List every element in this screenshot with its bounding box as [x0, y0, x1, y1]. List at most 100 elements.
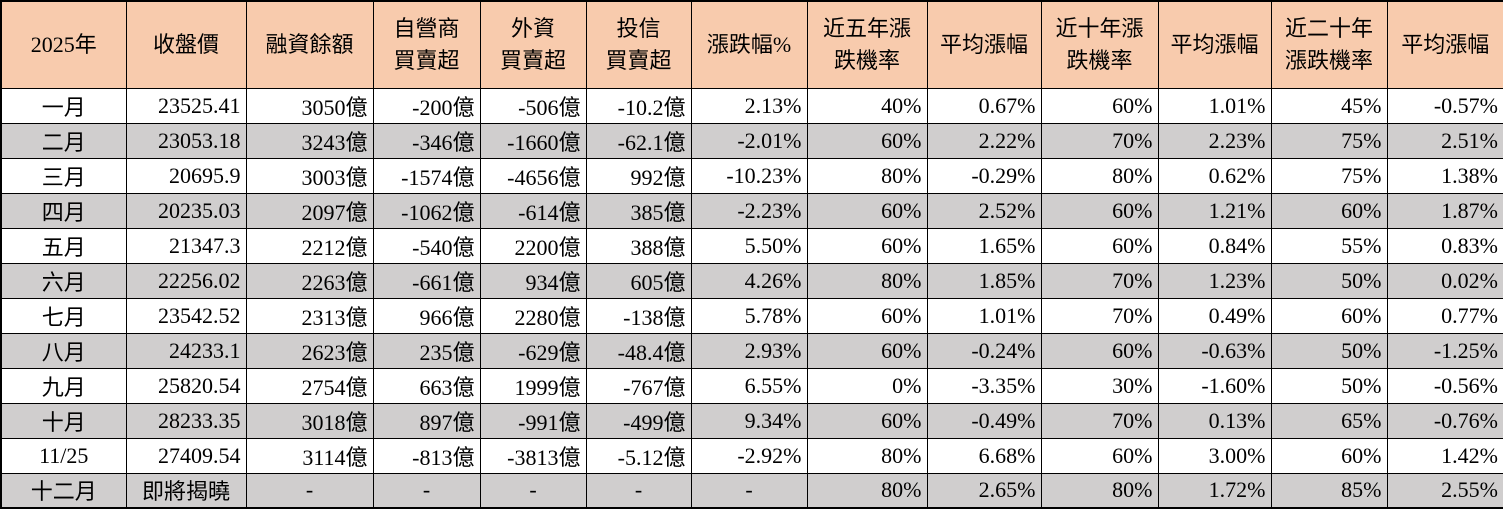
value-cell: 2.55% — [1387, 473, 1503, 508]
value-cell: 30% — [1041, 368, 1158, 403]
value-cell: 25820.54 — [126, 368, 246, 403]
value-cell: -506億 — [480, 88, 586, 123]
value-cell: 966億 — [373, 298, 480, 333]
value-cell: 992億 — [586, 158, 691, 193]
month-cell: 十月 — [1, 403, 126, 438]
value-cell: 22256.02 — [126, 263, 246, 298]
value-cell: -0.24% — [927, 333, 1041, 368]
value-cell: 0.02% — [1387, 263, 1503, 298]
value-cell: 70% — [1041, 123, 1158, 158]
value-cell: -767億 — [586, 368, 691, 403]
month-cell: 九月 — [1, 368, 126, 403]
column-header: 投信買賣超 — [586, 1, 691, 88]
value-cell: 80% — [807, 438, 927, 473]
value-cell: -3813億 — [480, 438, 586, 473]
value-cell: 235億 — [373, 333, 480, 368]
value-cell: 1.72% — [1158, 473, 1271, 508]
value-cell: 1999億 — [480, 368, 586, 403]
value-cell: 40% — [807, 88, 927, 123]
table-row: 十二月即將揭曉-----80%2.65%80%1.72%85%2.55% — [1, 473, 1503, 508]
value-cell: 60% — [807, 298, 927, 333]
value-cell: 2.22% — [927, 123, 1041, 158]
value-cell: 2754億 — [246, 368, 373, 403]
value-cell: 2263億 — [246, 263, 373, 298]
value-cell: 2.93% — [691, 333, 807, 368]
value-cell: 0.67% — [927, 88, 1041, 123]
value-cell: -62.1億 — [586, 123, 691, 158]
value-cell: 70% — [1041, 263, 1158, 298]
column-header-line: 投信 — [587, 13, 691, 45]
value-cell: 1.65% — [927, 228, 1041, 263]
value-cell: 1.42% — [1387, 438, 1503, 473]
month-cell: 七月 — [1, 298, 126, 333]
value-cell: 3114億 — [246, 438, 373, 473]
value-cell: - — [691, 473, 807, 508]
value-cell: 1.21% — [1158, 193, 1271, 228]
value-cell: 60% — [1041, 193, 1158, 228]
column-header: 平均漲幅 — [1387, 1, 1503, 88]
column-header-line: 融資餘額 — [247, 29, 373, 61]
value-cell: -614億 — [480, 193, 586, 228]
value-cell: 75% — [1271, 123, 1387, 158]
column-header-line: 平均漲幅 — [1388, 29, 1503, 61]
value-cell: 80% — [807, 158, 927, 193]
column-header: 平均漲幅 — [1158, 1, 1271, 88]
value-cell: 50% — [1271, 263, 1387, 298]
column-header: 2025年 — [1, 1, 126, 88]
month-cell: 11/25 — [1, 438, 126, 473]
column-header: 近五年漲跌機率 — [807, 1, 927, 88]
value-cell: 2.65% — [927, 473, 1041, 508]
column-header: 收盤價 — [126, 1, 246, 88]
month-cell: 十二月 — [1, 473, 126, 508]
value-cell: -991億 — [480, 403, 586, 438]
value-cell: -10.23% — [691, 158, 807, 193]
value-cell: -2.01% — [691, 123, 807, 158]
value-cell: -2.92% — [691, 438, 807, 473]
value-cell: 60% — [1041, 88, 1158, 123]
value-cell: 2.52% — [927, 193, 1041, 228]
value-cell: 75% — [1271, 158, 1387, 193]
value-cell: -1062億 — [373, 193, 480, 228]
month-cell: 三月 — [1, 158, 126, 193]
value-cell: 60% — [807, 403, 927, 438]
value-cell: 385億 — [586, 193, 691, 228]
value-cell: 70% — [1041, 298, 1158, 333]
value-cell: 3003億 — [246, 158, 373, 193]
value-cell: 3050億 — [246, 88, 373, 123]
month-cell: 四月 — [1, 193, 126, 228]
value-cell: 663億 — [373, 368, 480, 403]
value-cell: 24233.1 — [126, 333, 246, 368]
value-cell: -5.12億 — [586, 438, 691, 473]
value-cell: 2200億 — [480, 228, 586, 263]
value-cell: -1.60% — [1158, 368, 1271, 403]
value-cell: -200億 — [373, 88, 480, 123]
column-header-line: 外資 — [481, 13, 586, 45]
value-cell: 0.84% — [1158, 228, 1271, 263]
value-cell: - — [480, 473, 586, 508]
value-cell: 0% — [807, 368, 927, 403]
value-cell: -661億 — [373, 263, 480, 298]
value-cell: -1574億 — [373, 158, 480, 193]
value-cell: -1660億 — [480, 123, 586, 158]
value-cell: 934億 — [480, 263, 586, 298]
value-cell: - — [373, 473, 480, 508]
value-cell: 60% — [807, 333, 927, 368]
value-cell: 0.49% — [1158, 298, 1271, 333]
value-cell: 4.26% — [691, 263, 807, 298]
value-cell: 897億 — [373, 403, 480, 438]
value-cell: -0.57% — [1387, 88, 1503, 123]
value-cell: 3018億 — [246, 403, 373, 438]
value-cell: 2212億 — [246, 228, 373, 263]
value-cell: -0.76% — [1387, 403, 1503, 438]
value-cell: 2.13% — [691, 88, 807, 123]
column-header-line: 平均漲幅 — [928, 29, 1041, 61]
column-header: 漲跌幅% — [691, 1, 807, 88]
value-cell: 85% — [1271, 473, 1387, 508]
column-header: 外資買賣超 — [480, 1, 586, 88]
